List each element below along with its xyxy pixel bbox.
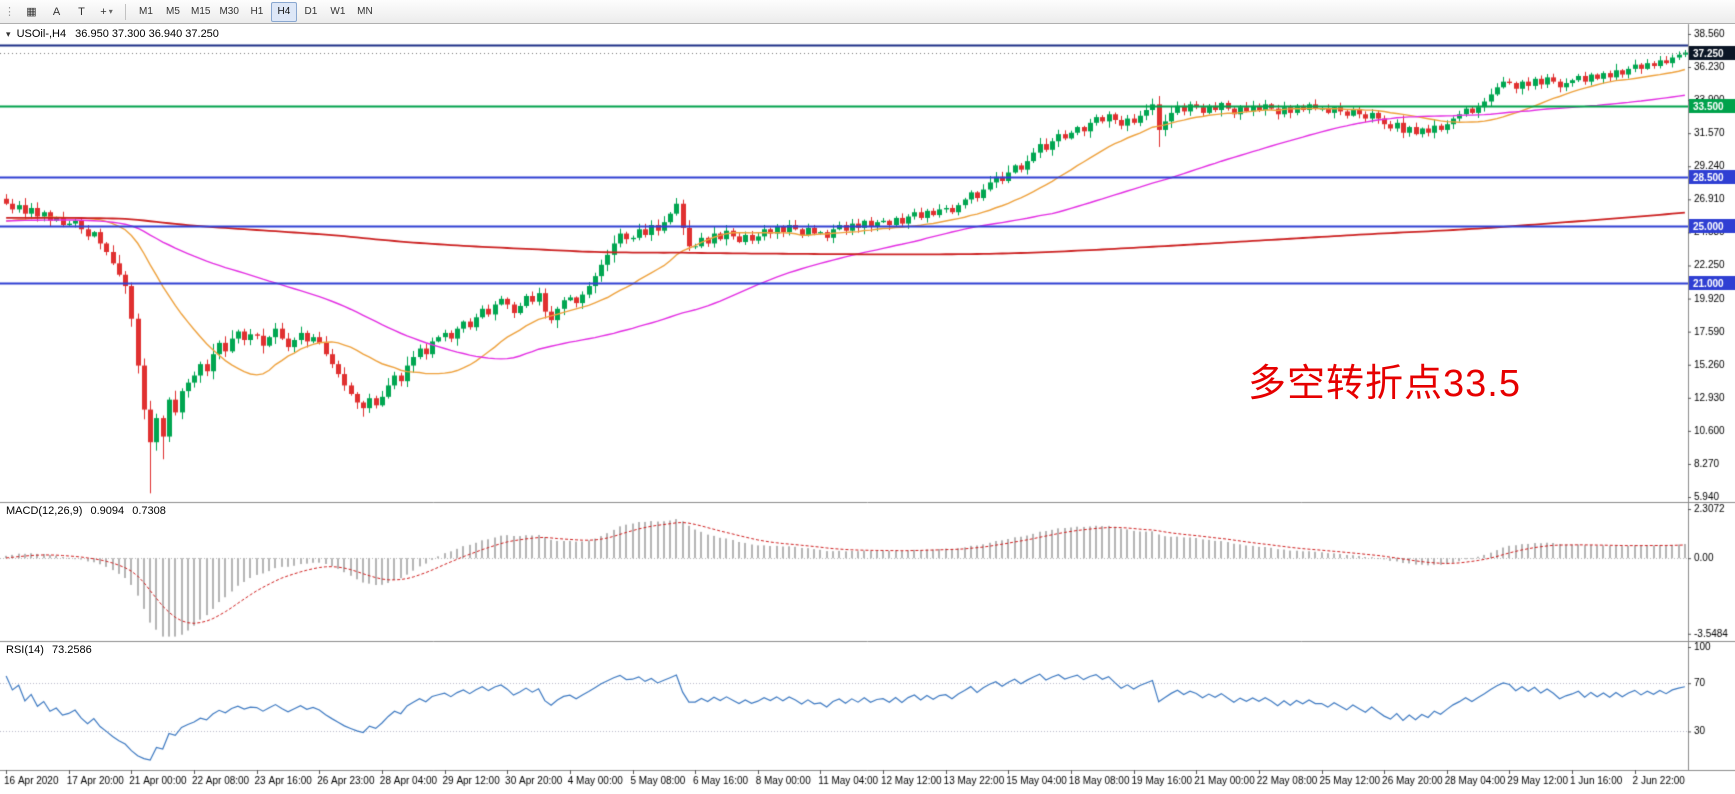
timeframe-m5-button[interactable]: M5 xyxy=(160,2,186,22)
macd-main-value: 0.9094 xyxy=(90,505,125,517)
toolbar-grip-icon[interactable]: ⋮ xyxy=(4,6,15,18)
timeframe-m15-button[interactable]: M15 xyxy=(187,2,214,22)
rsi-value: 73.2586 xyxy=(51,644,92,656)
text-label-button[interactable]: A xyxy=(45,2,68,22)
text-label-icon: A xyxy=(52,5,61,18)
crosshair-button[interactable]: + ▾ xyxy=(95,2,118,22)
symbol-dropdown-icon[interactable]: ▾ xyxy=(6,29,11,39)
new-order-icon: ▦ xyxy=(26,6,37,18)
chart-header: ▾ USOil-,H4 36.950 37.300 36.940 37.250 xyxy=(6,28,219,40)
text-tool-button[interactable]: T xyxy=(70,2,93,22)
rsi-name: RSI(14) xyxy=(6,644,44,656)
rsi-label: RSI(14) 73.2586 xyxy=(6,644,97,656)
symbol-period-label: USOil-,H4 xyxy=(16,28,67,40)
new-order-button[interactable]: ▦ xyxy=(20,2,43,22)
macd-label: MACD(12,26,9) 0.9094 0.7308 xyxy=(6,505,171,517)
macd-signal-value: 0.7308 xyxy=(132,505,166,517)
annotation-text: 多空转折点33.5 xyxy=(1248,363,1521,405)
toolbar-separator xyxy=(125,3,126,20)
ohlc-values-label: 36.950 37.300 36.940 37.250 xyxy=(75,28,219,40)
timeframe-h4-button[interactable]: H4 xyxy=(270,1,297,22)
timeframe-d1-button[interactable]: D1 xyxy=(298,2,324,22)
timeframe-mn-button[interactable]: MN xyxy=(352,2,378,22)
timeframe-w1-button[interactable]: W1 xyxy=(325,2,351,22)
timeframe-m30-button[interactable]: M30 xyxy=(215,2,242,22)
timeframe-m1-button[interactable]: M1 xyxy=(133,2,159,22)
timeframe-h1-button[interactable]: H1 xyxy=(244,2,270,22)
crosshair-icon: + xyxy=(100,5,107,18)
macd-name: MACD(12,26,9) xyxy=(6,505,83,517)
toolbar: ⋮ ▦ A T + ▾ M1 M5 M15 M30 H1 H4 D1 W1 MN xyxy=(0,0,1735,24)
dropdown-arrow-icon: ▾ xyxy=(108,7,113,16)
text-tool-icon: T xyxy=(78,5,85,18)
timeframe-group: M1 M5 M15 M30 H1 H4 D1 W1 MN xyxy=(133,1,378,22)
